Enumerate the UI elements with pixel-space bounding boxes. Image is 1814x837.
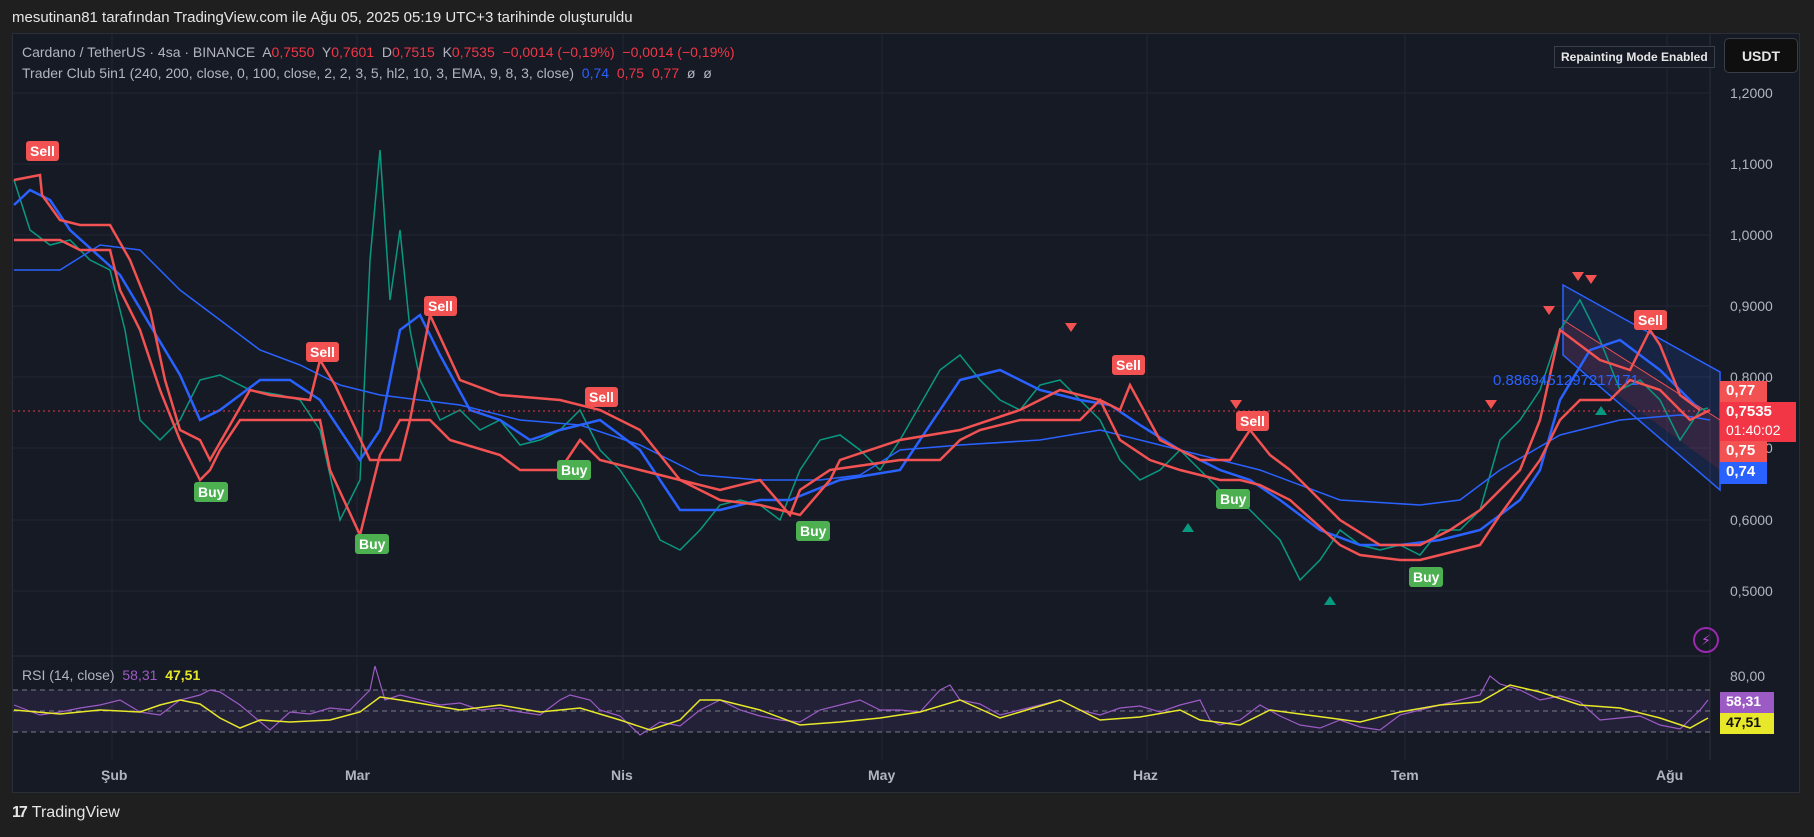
buy-signal: Buy bbox=[557, 460, 592, 480]
x-tick: Nis bbox=[611, 767, 633, 783]
price-tag-074: 0,74 bbox=[1720, 462, 1767, 484]
y-tick: 1,0000 bbox=[1730, 227, 1773, 243]
indicator-value-4: ø bbox=[686, 65, 696, 81]
currency-button[interactable]: USDT bbox=[1724, 38, 1798, 73]
change-value-2: −0,0014 (−0,19%) bbox=[622, 44, 735, 60]
close-label: K bbox=[442, 44, 452, 60]
last-price: 0,7535 bbox=[1726, 403, 1772, 420]
symbol-legend[interactable]: Cardano / TetherUS · 4sa · BINANCE A0,75… bbox=[22, 44, 735, 60]
close-value: 0,7535 bbox=[451, 44, 495, 60]
buy-signal: Buy bbox=[194, 482, 229, 502]
high-label: Y bbox=[321, 44, 332, 60]
rsi-ma-line bbox=[13, 684, 1709, 731]
y-tick: 1,2000 bbox=[1730, 85, 1773, 101]
ema-fast bbox=[13, 188, 1701, 547]
y-tick: 0,9000 bbox=[1730, 298, 1773, 314]
rsi-legend[interactable]: RSI (14, close) 58,31 47,51 bbox=[22, 667, 200, 683]
y-tick: 1,1000 bbox=[1730, 156, 1773, 172]
high-value: 0,7601 bbox=[331, 44, 375, 60]
brand-name: TradingView bbox=[31, 804, 120, 821]
indicator-value-2: 0,75 bbox=[616, 65, 645, 81]
rsi-ma-tag: 47,51 bbox=[1720, 713, 1774, 734]
chart-panel[interactable] bbox=[12, 33, 1800, 793]
lightning-icon[interactable]: ⚡ bbox=[1693, 627, 1719, 653]
open-label: A bbox=[262, 44, 272, 60]
x-tick: May bbox=[868, 767, 896, 783]
price-path bbox=[13, 149, 1709, 582]
low-label: D bbox=[381, 44, 392, 60]
footer-branding[interactable]: 17 TradingView bbox=[12, 804, 120, 822]
x-tick: Ağu bbox=[1656, 767, 1684, 783]
indicator-value-3: 0,77 bbox=[651, 65, 680, 81]
rsi-axis-top: 80,00 bbox=[1730, 668, 1766, 684]
indicator-legend[interactable]: Trader Club 5in1 (240, 200, close, 0, 10… bbox=[22, 65, 712, 81]
open-value: 0,7550 bbox=[271, 44, 315, 60]
indicator-name: Trader Club 5in1 (240, 200, close, 0, 10… bbox=[22, 65, 575, 81]
buy-signal: Buy bbox=[355, 534, 390, 554]
sell-signal: Sell bbox=[1112, 355, 1145, 375]
sell-signal: Sell bbox=[585, 387, 618, 407]
symbol-name: Cardano / TetherUS · 4sa · BINANCE bbox=[22, 44, 256, 60]
triangle-markers bbox=[1065, 272, 1607, 605]
tradingview-logo-icon: 17 bbox=[12, 804, 28, 821]
price-tag-077: 0,77 bbox=[1720, 381, 1767, 404]
buy-signal: Buy bbox=[1409, 567, 1444, 587]
bar-countdown: 01:40:02 bbox=[1726, 422, 1781, 438]
sell-signal: Sell bbox=[424, 296, 457, 316]
sell-signal: Sell bbox=[1634, 310, 1667, 330]
x-tick: Haz bbox=[1133, 767, 1158, 783]
low-value: 0,7515 bbox=[391, 44, 435, 60]
x-tick: Şub bbox=[101, 767, 128, 783]
rsi-value: 58,31 bbox=[122, 667, 158, 683]
sell-signal: Sell bbox=[1236, 411, 1269, 431]
buy-signal: Buy bbox=[796, 521, 831, 541]
fib-level-label: 0.8869451297217171 bbox=[1493, 372, 1639, 389]
indicator-value-5: ø bbox=[703, 65, 712, 81]
y-tick: 0,6000 bbox=[1730, 512, 1773, 528]
price-tag-075: 0,75 bbox=[1720, 441, 1767, 464]
snapshot-caption: mesutinan81 tarafından TradingView.com i… bbox=[12, 9, 633, 26]
rsi-name: RSI (14, close) bbox=[22, 667, 115, 683]
grid-lines bbox=[13, 34, 1710, 760]
band-upper bbox=[13, 173, 1701, 547]
indicator-value-1: 0,74 bbox=[581, 65, 610, 81]
buy-signal: Buy bbox=[1216, 489, 1251, 509]
band-lower bbox=[14, 238, 1711, 562]
rsi-value-tag: 58,31 bbox=[1720, 692, 1774, 713]
sell-signal: Sell bbox=[306, 342, 339, 362]
y-tick: 0,5000 bbox=[1730, 583, 1773, 599]
x-tick: Mar bbox=[345, 767, 370, 783]
rsi-ma-value: 47,51 bbox=[165, 667, 201, 683]
sell-signal: Sell bbox=[26, 141, 59, 161]
change-value: −0,0014 (−0,19%) bbox=[502, 44, 615, 60]
last-price-tag: 0,7535 01:40:02 bbox=[1720, 402, 1796, 442]
x-tick: Tem bbox=[1391, 767, 1419, 783]
repaint-badge: Repainting Mode Enabled bbox=[1554, 46, 1715, 68]
